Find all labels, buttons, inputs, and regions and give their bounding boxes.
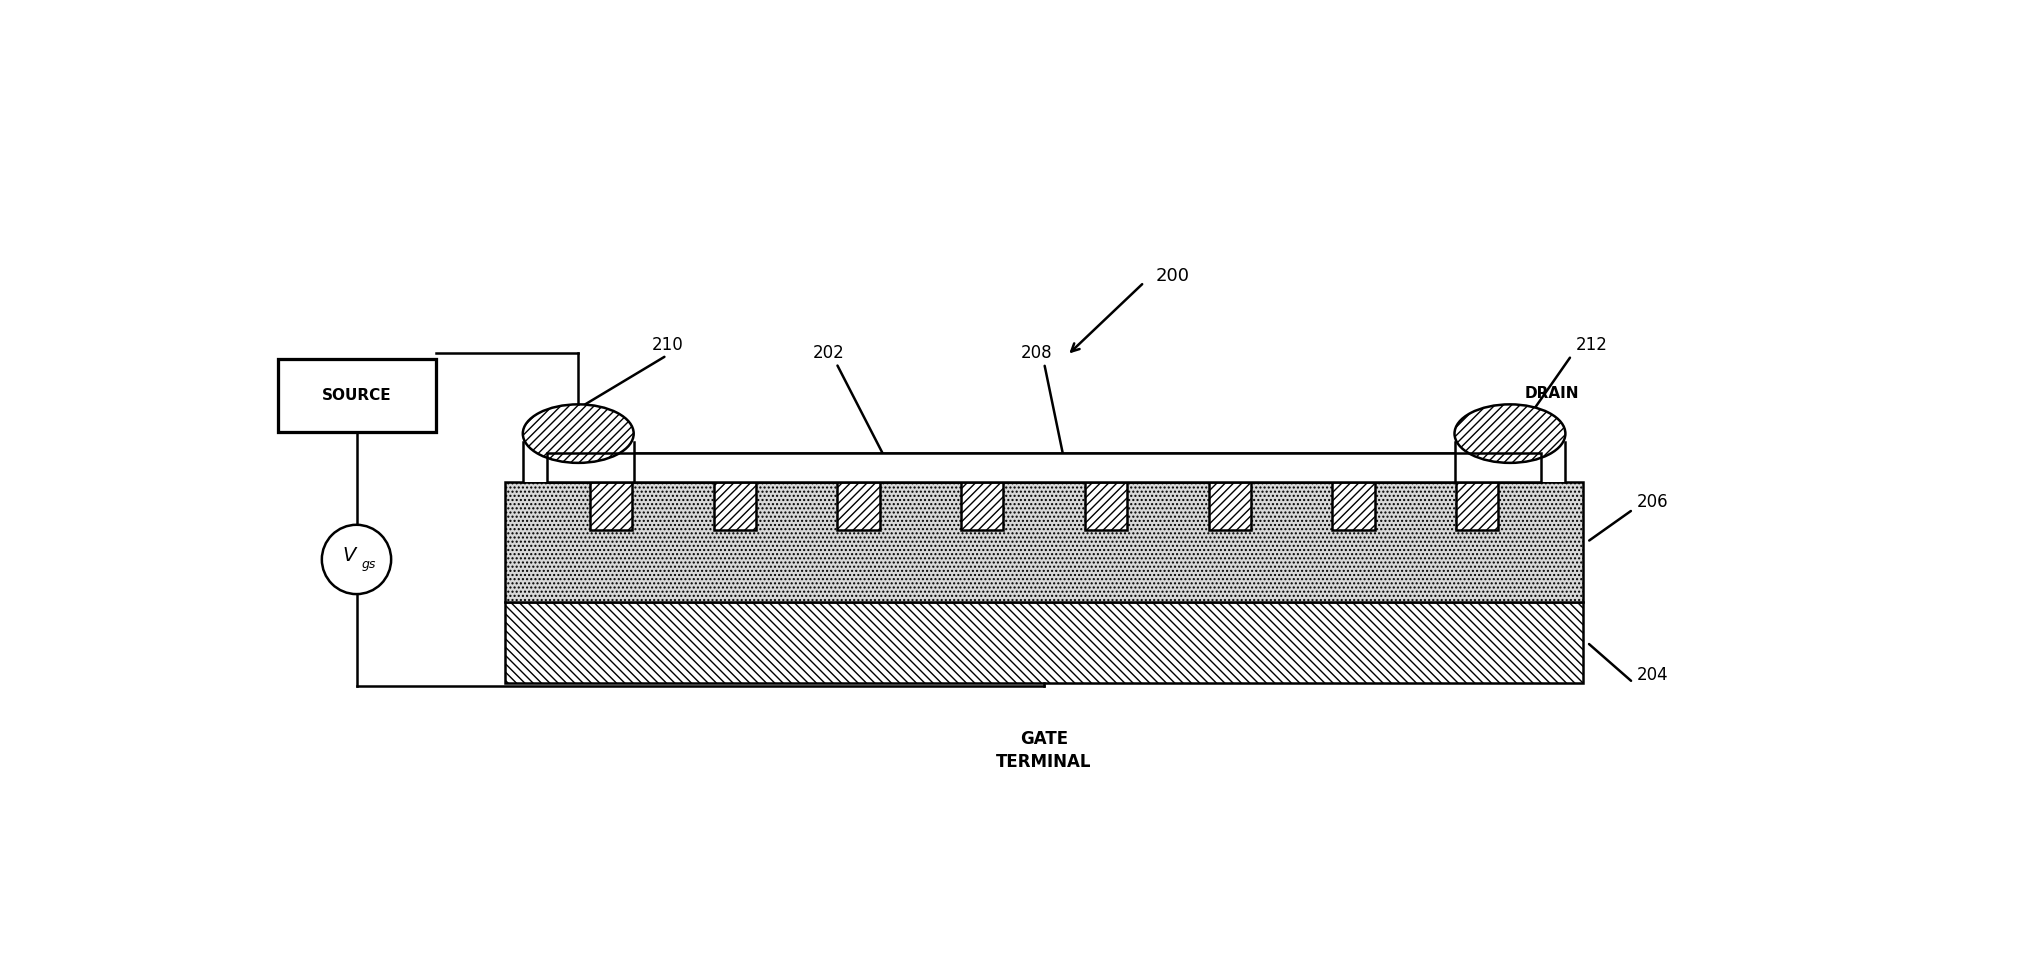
Text: 200: 200 [1157, 267, 1189, 285]
Bar [590, 482, 633, 530]
Text: 212: 212 [1575, 336, 1607, 355]
Bar [505, 602, 1583, 683]
Text: gs: gs [361, 558, 375, 571]
Bar [278, 359, 436, 433]
Bar [523, 442, 633, 482]
Bar [1333, 482, 1376, 530]
Bar [838, 482, 881, 530]
Text: 208: 208 [1021, 344, 1053, 362]
Bar [1086, 482, 1128, 530]
Bar [962, 482, 1004, 530]
Text: 210: 210 [651, 336, 684, 355]
Bar [1457, 482, 1497, 530]
Text: 206: 206 [1637, 493, 1668, 511]
Bar [1209, 482, 1252, 530]
Text: DRAIN: DRAIN [1526, 386, 1579, 402]
Ellipse shape [523, 405, 633, 463]
Bar [633, 453, 1455, 482]
Bar [1455, 442, 1566, 482]
Text: V: V [343, 546, 355, 565]
Text: SOURCE: SOURCE [323, 388, 392, 404]
Circle shape [323, 525, 392, 594]
Bar [505, 482, 1583, 602]
Bar [548, 453, 1540, 482]
Text: 204: 204 [1637, 666, 1668, 684]
Text: GATE
TERMINAL: GATE TERMINAL [996, 729, 1092, 771]
Bar [548, 453, 1540, 482]
Ellipse shape [1455, 405, 1566, 463]
Bar [714, 482, 757, 530]
Text: 202: 202 [814, 344, 844, 362]
